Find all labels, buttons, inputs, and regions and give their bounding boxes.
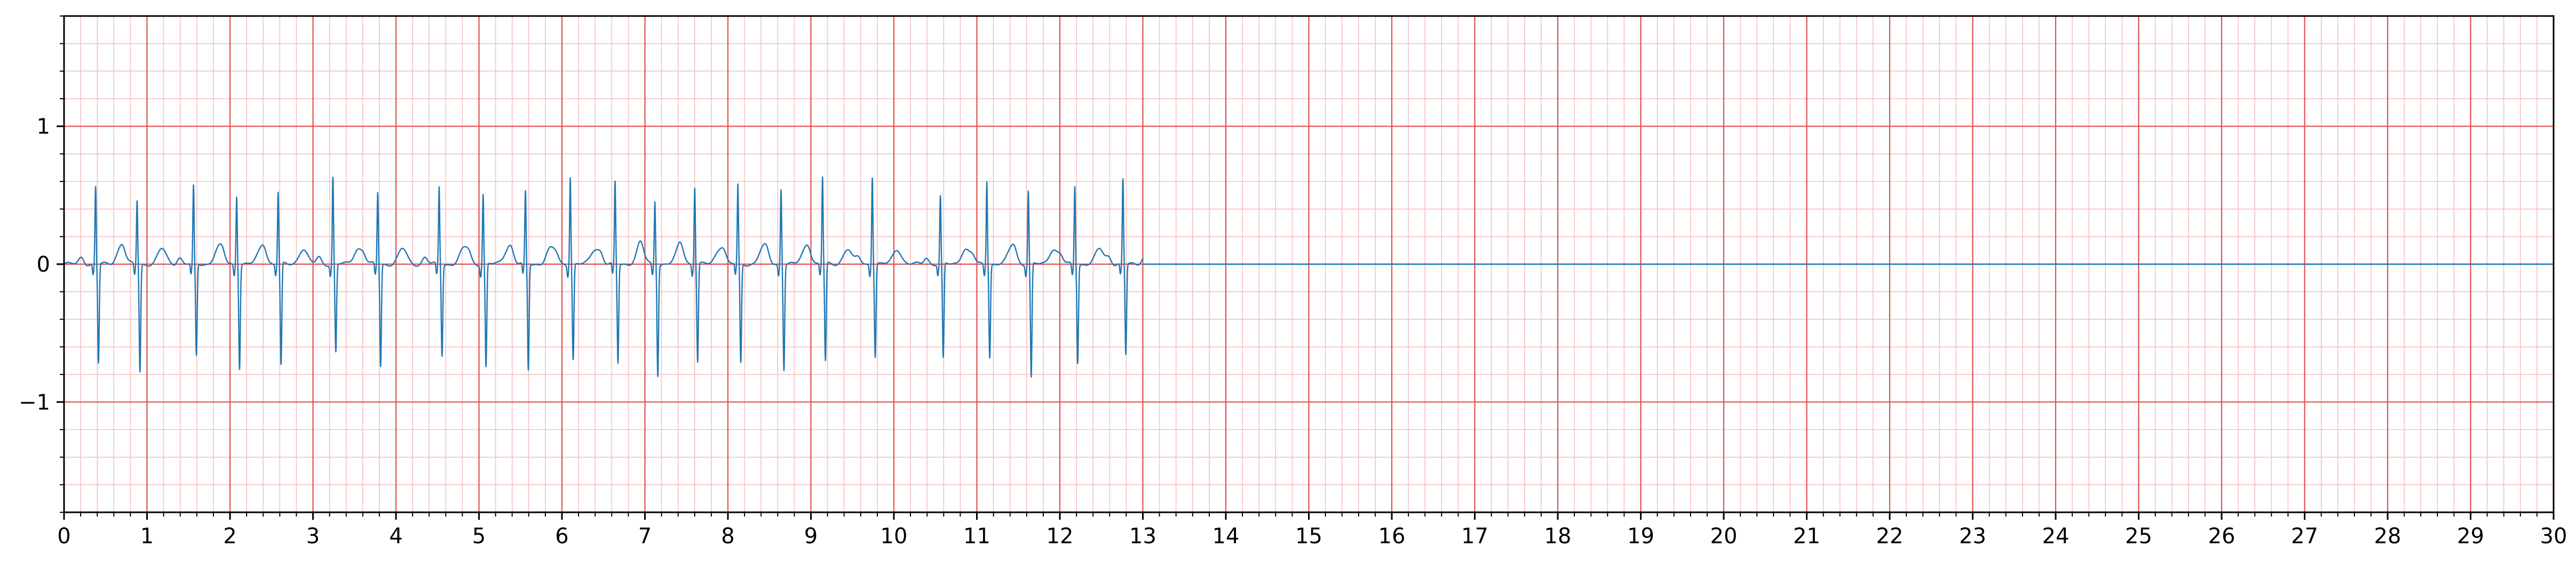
x-tick-label: 27	[2291, 524, 2318, 549]
x-tick-label: 18	[1544, 524, 1572, 549]
x-tick-label: 19	[1627, 524, 1654, 549]
axis-ticks	[57, 15, 2555, 520]
x-tick-label: 2	[223, 524, 236, 549]
x-tick-label: 20	[1710, 524, 1738, 549]
x-tick-label: 10	[881, 524, 908, 549]
x-tick-labels: 0 1 2 3 4 5 6 7 8 9 10 11 12 13 14 15 16 17 18 19 20 21 22 23 24…	[57, 524, 2567, 549]
x-tick-label: 30	[2540, 524, 2567, 549]
x-tick-label: 23	[1959, 524, 1986, 549]
x-tick-label: 1	[140, 524, 154, 549]
x-tick-label: 21	[1793, 524, 1820, 549]
ecg-trace	[64, 176, 1144, 378]
x-tick-label: 13	[1129, 524, 1156, 549]
x-tick-label: 16	[1378, 524, 1406, 549]
x-tick-label: 6	[555, 524, 568, 549]
x-tick-label: 4	[389, 524, 402, 549]
y-tick-label: 0	[37, 252, 50, 277]
x-tick-label: 9	[804, 524, 818, 549]
y-tick-label: 1	[37, 115, 50, 139]
x-tick-label: 22	[1876, 524, 1904, 549]
y-tick-label: −1	[19, 390, 50, 415]
x-tick-label: 8	[721, 524, 734, 549]
x-tick-label: 25	[2125, 524, 2152, 549]
x-tick-label: 28	[2374, 524, 2401, 549]
x-tick-label: 17	[1461, 524, 1488, 549]
x-tick-label: 15	[1295, 524, 1322, 549]
x-tick-label: 11	[963, 524, 990, 549]
x-tick-label: 7	[638, 524, 652, 549]
x-tick-label: 24	[2042, 524, 2070, 549]
x-tick-label: 26	[2208, 524, 2236, 549]
x-tick-label: 12	[1047, 524, 1074, 549]
x-tick-label: 5	[472, 524, 486, 549]
x-tick-label: 3	[306, 524, 320, 549]
y-tick-labels: 1 0 −1	[19, 115, 50, 415]
x-tick-label: 29	[2457, 524, 2484, 549]
x-tick-label: 14	[1212, 524, 1240, 549]
x-tick-label: 0	[57, 524, 70, 549]
ecg-series	[64, 176, 2554, 378]
